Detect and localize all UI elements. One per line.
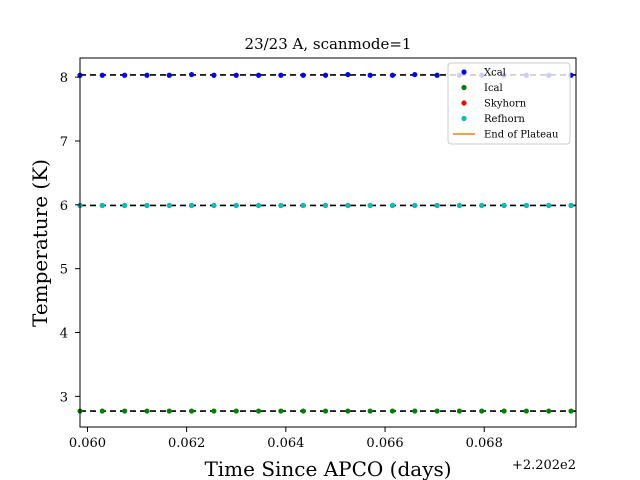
legend-marker-skyhorn: [461, 100, 467, 106]
point-ical-18: [479, 408, 485, 414]
x-axis-offset-label: +2.202e2: [512, 458, 576, 473]
point-refhorn-17: [456, 202, 463, 209]
x-axis-ticks: 0.060 0.062 0.064 0.066 0.068: [69, 427, 503, 451]
point-refhorn-6: [211, 202, 217, 209]
point-xcal-8: [255, 72, 262, 78]
point-refhorn-5: [189, 202, 195, 209]
point-xcal-1: [99, 72, 105, 78]
point-refhorn-7: [233, 202, 239, 209]
legend-marker-refhorn: [461, 115, 467, 122]
legend-label-skyhorn: Skyhorn: [484, 99, 527, 110]
y-tick-label: 7: [60, 135, 68, 150]
y-tick-label: 5: [60, 263, 68, 278]
point-xcal-7: [233, 72, 239, 78]
y-axis-label: Temperature (K): [28, 159, 52, 327]
point-xcal-14: [389, 72, 396, 78]
point-refhorn-20: [523, 202, 530, 209]
point-ical-22: [568, 408, 574, 414]
point-refhorn-19: [501, 202, 507, 209]
point-ical-7: [233, 408, 239, 414]
point-refhorn-18: [479, 202, 485, 209]
legend-marker-xcal: [461, 69, 467, 75]
legend-box: [447, 62, 571, 145]
point-refhorn-21: [546, 202, 552, 209]
point-xcal-2: [122, 72, 128, 78]
point-ical-5: [189, 408, 195, 414]
point-ical-9: [278, 408, 284, 414]
point-ical-4: [166, 408, 172, 414]
point-xcal-9: [278, 72, 284, 78]
x-tick-label: 0.060: [69, 436, 106, 451]
point-ical-6: [211, 408, 217, 414]
legend-marker-ical: [461, 84, 467, 91]
point-ical-2: [122, 408, 128, 414]
point-refhorn-4: [166, 202, 172, 209]
point-xcal-12: [345, 71, 351, 78]
legend: Xcal Ical Skyhorn Refhorn End of Plateau: [447, 62, 571, 145]
y-tick-label: 3: [60, 390, 68, 405]
point-refhorn-22: [568, 202, 574, 209]
legend-label-refhorn: Refhorn: [484, 114, 525, 125]
point-xcal-3: [144, 72, 150, 78]
point-refhorn-15: [412, 202, 418, 209]
point-refhorn-3: [144, 202, 150, 209]
point-ical-12: [345, 408, 351, 414]
point-ical-10: [300, 408, 306, 414]
point-ical-1: [99, 408, 105, 414]
legend-label-xcal: Xcal: [484, 68, 506, 79]
point-xcal-15: [412, 71, 418, 78]
x-tick-label: 0.064: [267, 436, 304, 451]
x-axis-label: Time Since APCO (days): [204, 457, 451, 480]
x-tick-label: 0.068: [466, 436, 503, 451]
point-refhorn-16: [434, 202, 440, 209]
point-ical-11: [322, 408, 329, 414]
point-refhorn-13: [367, 202, 373, 209]
point-refhorn-14: [389, 202, 396, 209]
point-xcal-5: [189, 71, 195, 78]
point-xcal-6: [211, 72, 217, 78]
point-refhorn-9: [278, 202, 284, 209]
y-axis-ticks: 3 4 5 6 7 8: [60, 71, 80, 405]
y-tick-label: 8: [60, 71, 68, 86]
point-xcal-11: [322, 72, 329, 78]
point-ical-14: [389, 408, 396, 414]
point-ical-21: [546, 408, 552, 414]
point-refhorn-2: [122, 202, 128, 209]
point-ical-13: [367, 408, 373, 414]
chart-title: 23/23 A, scanmode=1: [245, 35, 412, 53]
point-refhorn-8: [255, 202, 262, 209]
legend-label-end-of-plateau: End of Plateau: [484, 130, 559, 141]
y-tick-label: 4: [60, 327, 68, 342]
point-xcal-13: [367, 72, 373, 78]
point-ical-20: [523, 408, 530, 414]
point-xcal-4: [166, 72, 172, 78]
point-refhorn-10: [300, 202, 306, 209]
point-ical-16: [434, 408, 440, 414]
point-ical-8: [255, 408, 262, 414]
x-tick-label: 0.066: [366, 436, 403, 451]
legend-label-ical: Ical: [484, 83, 503, 94]
point-ical-15: [412, 408, 418, 414]
point-refhorn-12: [345, 202, 351, 209]
point-xcal-16: [434, 72, 440, 78]
data-points: [77, 71, 574, 414]
y-tick-label: 6: [60, 199, 68, 214]
point-ical-17: [456, 408, 463, 414]
x-tick-label: 0.062: [168, 436, 205, 451]
point-xcal-10: [300, 72, 306, 78]
point-refhorn-11: [322, 202, 329, 209]
plot-frame: [79, 57, 577, 428]
point-ical-3: [144, 408, 150, 414]
point-refhorn-1: [99, 202, 105, 209]
point-ical-19: [501, 408, 507, 414]
